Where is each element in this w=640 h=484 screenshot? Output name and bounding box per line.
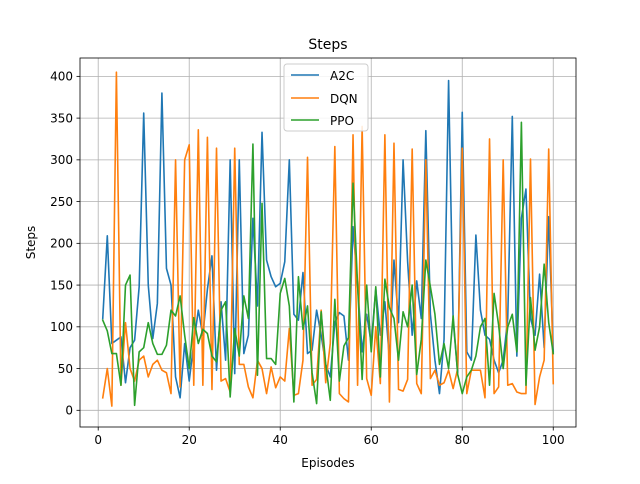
x-tick-label: 20 [182,433,197,447]
legend-label-dqn: DQN [330,92,358,106]
y-tick-label: 100 [50,320,73,334]
x-tick-label: 0 [94,433,102,447]
x-axis-ticks: 0 20 40 60 80 100 [94,427,565,447]
y-tick-label: 150 [50,278,73,292]
y-tick-label: 200 [50,237,73,251]
x-tick-label: 80 [455,433,470,447]
chart-title: Steps [308,37,347,53]
y-tick-label: 400 [50,70,73,84]
legend-label-a2c: A2C [330,69,354,83]
y-axis-ticks: 0 50 100 150 200 250 300 350 400 [50,70,80,418]
y-axis-label: Steps [24,226,38,260]
legend-label-ppo: PPO [330,114,354,128]
series-line-dqn [101,71,555,407]
y-tick-label: 300 [50,153,73,167]
series-layer [101,71,555,407]
legend-box [283,63,369,132]
y-tick-label: 250 [50,195,73,209]
series-line-a2c [101,79,555,399]
plot-frame [79,57,577,428]
y-tick-label: 50 [58,362,73,376]
x-tick-label: 100 [542,433,565,447]
x-tick-label: 40 [273,433,288,447]
x-axis-label: Episodes [301,456,354,470]
y-tick-label: 0 [65,404,73,418]
series-line-ppo [101,121,555,407]
x-tick-label: 60 [364,433,379,447]
legend: A2C DQN PPO [283,63,369,132]
y-tick-label: 350 [50,111,73,125]
